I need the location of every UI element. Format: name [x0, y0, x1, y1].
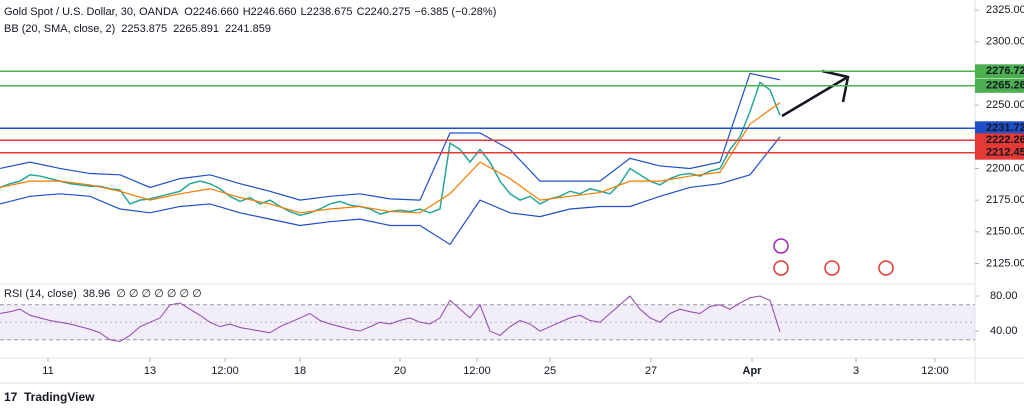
y-tick-label: 2125.00 [986, 257, 1024, 269]
y-tick-label: 2200.00 [986, 162, 1024, 174]
brand: TradingView [24, 390, 95, 404]
y-tick-label: 2325.00 [986, 4, 1024, 16]
x-tick-label: 11 [42, 365, 53, 377]
rsi-tick-label: 40.00 [990, 325, 1018, 337]
indicator-value: 2265.891 [173, 23, 219, 35]
level-label-box [975, 64, 1024, 79]
x-tick-label: 13 [144, 365, 156, 377]
indicator-name: BB (20, SMA, close, 2) [4, 23, 115, 35]
x-tick-label: 12:00 [463, 365, 491, 377]
ohlc-value: 2238.675 [307, 6, 353, 18]
event-icons [773, 238, 894, 276]
ohlc-label: C [357, 6, 365, 18]
rsi-line [0, 295, 781, 343]
rsi-tick-label: 80.00 [990, 290, 1018, 302]
x-tick-label: 20 [394, 365, 406, 377]
x-tick-label: 12:00 [211, 365, 239, 377]
change: −6.385 (−0.28%) [414, 6, 496, 18]
level-label: 2276.72 [986, 65, 1024, 77]
level-label: 2212.45 [986, 147, 1024, 159]
x-tick-label: 27 [645, 365, 657, 377]
level-label-box [975, 78, 1024, 93]
x-tick-label: Apr [743, 365, 763, 377]
price-line [0, 102, 781, 214]
level-label-box [975, 133, 1024, 148]
y-tick-label: 2175.00 [986, 194, 1024, 206]
x-tick-label: 25 [544, 365, 556, 377]
rsi-name: RSI (14, close) [4, 288, 77, 300]
annotation-arrow [781, 69, 850, 118]
chart-title: Gold Spot / U.S. Dollar, 30, OANDA [4, 6, 179, 18]
ohlc-label: L [301, 6, 307, 18]
brand-logo: 17 [4, 390, 18, 404]
level-label: 2231.72 [986, 122, 1024, 134]
ohlc-value: 2246.660 [193, 6, 239, 18]
rsi-hidden: ∅ ∅ ∅ ∅ ∅ ∅ ∅ [116, 288, 201, 300]
indicator-value: 2253.875 [121, 23, 167, 35]
x-tick-label: 12:00 [921, 365, 949, 377]
x-tick-label: 18 [294, 365, 306, 377]
ohlc-label: O [184, 6, 193, 18]
price-line [0, 136, 781, 246]
y-tick-label: 2300.00 [986, 36, 1024, 48]
x-tick-label: 3 [853, 365, 859, 377]
level-label: 2265.26 [986, 80, 1024, 92]
price-line [0, 72, 781, 201]
rsi-band [0, 304, 975, 340]
y-tick-label: 2250.00 [986, 99, 1024, 111]
level-label: 2222.26 [986, 134, 1024, 146]
level-label-box [975, 121, 1024, 136]
ohlc-value: 2246.660 [251, 6, 297, 18]
ohlc-value: 2240.275 [365, 6, 411, 18]
y-tick-label: 2150.00 [986, 226, 1024, 238]
level-label-box [975, 145, 1024, 160]
indicator-value: 2241.859 [225, 23, 271, 35]
ohlc-label: H [243, 6, 251, 18]
rsi-current: 38.96 [83, 288, 111, 300]
